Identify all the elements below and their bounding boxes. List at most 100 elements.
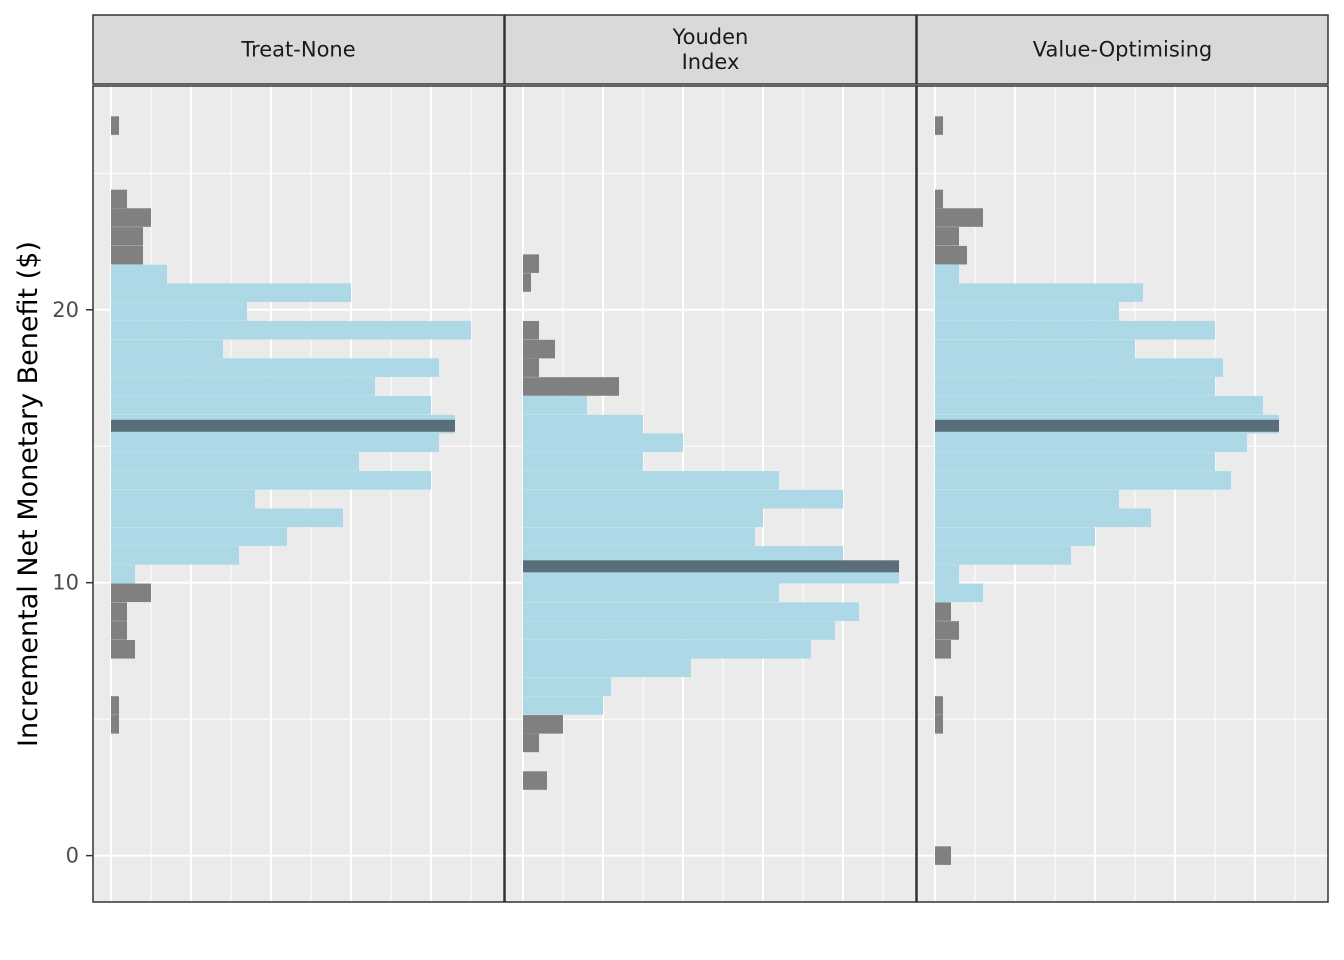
histogram-bar — [935, 583, 983, 603]
histogram-bar — [111, 377, 375, 396]
y-tick-label: 10 — [52, 571, 79, 595]
histogram-bar — [935, 527, 1095, 546]
histogram-bar — [111, 527, 287, 546]
histogram-bar — [111, 302, 247, 321]
histogram-bar — [111, 116, 119, 135]
histogram-bar — [111, 471, 431, 490]
y-axis: 0 10 20 — [52, 298, 93, 868]
histogram-bar — [523, 621, 835, 640]
histogram-bar — [935, 377, 1215, 396]
facet-panel: Value-Optimising — [916, 14, 1329, 903]
panel-border — [92, 85, 505, 903]
histogram-bar — [935, 715, 943, 734]
facet-strip-label: Youden — [672, 25, 749, 49]
y-axis-title: Incremental Net Monetary Benefit ($) — [13, 241, 44, 747]
histogram-bar — [935, 302, 1119, 321]
histogram-bar — [935, 264, 959, 284]
histogram-bar — [935, 227, 959, 246]
histogram-bar — [935, 602, 951, 621]
facet-strip-label: Index — [682, 50, 740, 74]
histogram-bar — [935, 471, 1231, 490]
histogram-bar — [111, 433, 439, 452]
histogram-bar — [935, 208, 983, 227]
histogram-bar — [935, 283, 1143, 302]
histogram-bar — [523, 489, 843, 509]
histogram-bar — [111, 452, 359, 471]
histogram-bar — [523, 377, 619, 396]
histogram-bar — [111, 227, 143, 246]
histogram-bar — [111, 508, 343, 528]
median-line — [935, 419, 1279, 432]
histogram-bar — [111, 283, 351, 302]
histogram-bar — [523, 640, 811, 659]
histogram-bar — [523, 452, 643, 471]
median-line — [111, 419, 455, 432]
histogram-bar — [935, 621, 959, 640]
facet-strip — [504, 14, 917, 85]
histogram-bar — [111, 715, 119, 734]
histogram-bar — [935, 696, 943, 715]
histogram-bar — [111, 339, 223, 359]
histogram-bar — [111, 602, 127, 621]
histogram-bar — [935, 339, 1135, 359]
histogram-bar — [523, 358, 539, 377]
facet-strip — [92, 14, 505, 85]
histogram-bar — [111, 621, 127, 640]
histogram-bar — [523, 771, 547, 790]
histogram-bar — [111, 208, 151, 227]
histogram-bar — [523, 254, 539, 273]
histogram-bar — [935, 396, 1263, 415]
histogram-bar — [935, 245, 967, 265]
histogram-bar — [935, 116, 943, 135]
histogram-bar — [523, 320, 539, 340]
histogram-bar — [935, 320, 1215, 340]
facet-strip — [916, 14, 1329, 85]
histogram-bar — [111, 640, 135, 659]
histogram-bar — [935, 564, 959, 584]
histogram-bar — [523, 471, 779, 490]
histogram-bar — [111, 320, 471, 340]
y-tick-label: 0 — [66, 844, 79, 868]
histogram-bar — [111, 245, 143, 265]
histogram-bar — [935, 189, 943, 209]
histogram-bar — [935, 546, 1071, 565]
histogram-bar — [523, 583, 779, 603]
histogram-bar — [111, 264, 167, 284]
histogram-bar — [523, 696, 603, 715]
histogram-bar — [111, 358, 439, 377]
histogram-bar — [523, 658, 691, 678]
histogram-bar — [111, 489, 255, 509]
histogram-bar — [111, 564, 135, 584]
histogram-bar — [523, 715, 563, 734]
histogram-bar — [935, 489, 1119, 509]
histogram-bar — [523, 508, 763, 528]
histogram-bar — [935, 508, 1151, 528]
y-tick-label: 20 — [52, 298, 79, 322]
histogram-bar — [523, 433, 683, 452]
histogram-bar — [523, 414, 643, 434]
histogram-bar — [111, 546, 239, 565]
histogram-bar — [111, 396, 431, 415]
median-line — [523, 560, 899, 573]
histogram-bar — [935, 846, 951, 865]
histogram-bar — [935, 452, 1215, 471]
histogram-bar — [523, 602, 859, 621]
panel-border — [916, 85, 1329, 903]
panel-border — [504, 85, 917, 903]
histogram-bar — [523, 339, 555, 359]
histogram-bar — [523, 527, 755, 546]
histogram-bar — [523, 546, 843, 565]
facet-strip-label: Treat-None — [240, 38, 355, 62]
histogram-bar — [523, 733, 539, 753]
histogram-bar — [935, 640, 951, 659]
histogram-bar — [935, 358, 1223, 377]
histogram-bar — [111, 583, 151, 603]
facet-strip-label: Value-Optimising — [1033, 38, 1212, 62]
histogram-bar — [935, 433, 1247, 452]
histogram-bar — [523, 396, 587, 415]
histogram-bar — [523, 273, 531, 292]
histogram-bar — [111, 696, 119, 715]
